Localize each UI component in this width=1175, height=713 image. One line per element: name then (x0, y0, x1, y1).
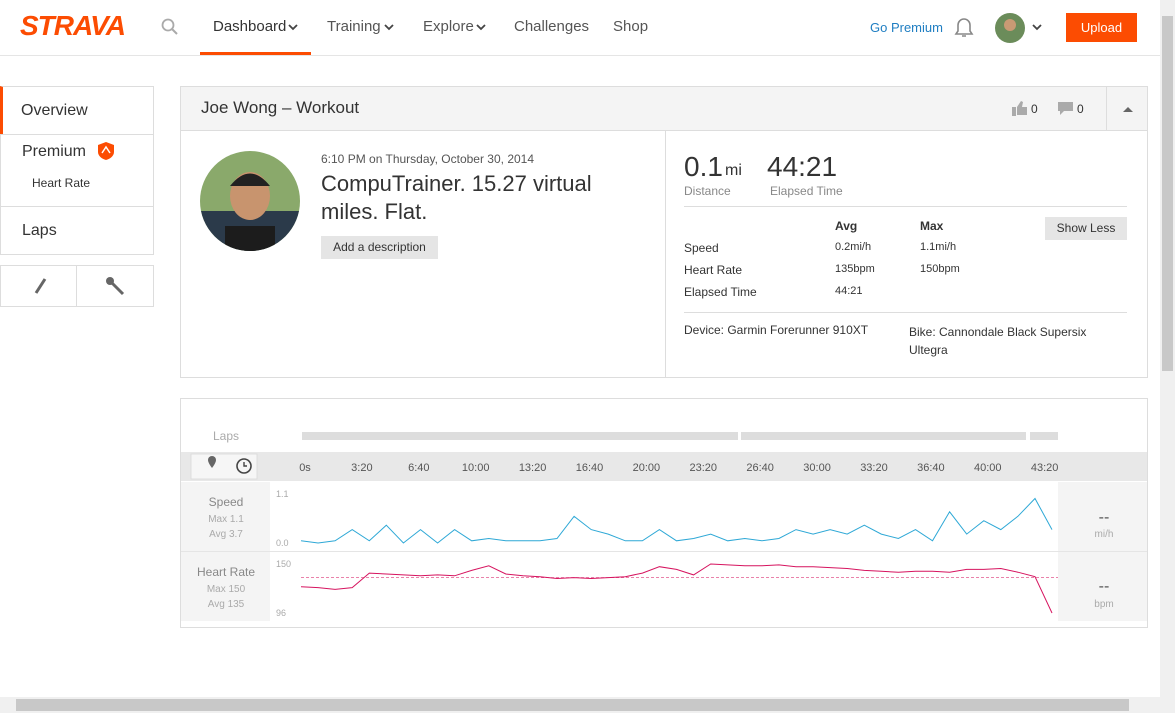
nav-item[interactable]: Challenges (514, 18, 590, 35)
lap-bar[interactable] (1030, 432, 1058, 440)
stats-avg: 0.2mi/h (835, 241, 872, 253)
upload-button[interactable]: Upload (1066, 13, 1137, 42)
stats-header: Max (920, 219, 944, 233)
stats-label: Heart Rate (684, 263, 743, 277)
tab-label: Premium (22, 143, 87, 160)
speed-line (300, 497, 1053, 544)
pencil-icon (34, 278, 47, 294)
lap-bar[interactable] (741, 432, 1026, 440)
nav-chevrons (288, 13, 1042, 43)
vertical-scrollbar[interactable] (1160, 0, 1175, 697)
distance-label: Distance (684, 184, 731, 198)
x-tick-label: 10:00 (462, 462, 490, 474)
sub-tab-label[interactable]: Heart Rate (32, 176, 91, 190)
lap-bar[interactable] (302, 432, 738, 440)
horizontal-scrollbar[interactable] (0, 697, 1175, 713)
wrench-icon (106, 277, 125, 296)
athlete-avatar (200, 151, 300, 251)
x-tick-label: 3:20 (351, 462, 372, 474)
current-value: -- (1099, 509, 1110, 526)
activity-name: CompuTrainer. 15.27 virtual miles. Flat. (321, 171, 592, 224)
stats-label: Elapsed Time (684, 285, 757, 299)
y-tick-label: 0.0 (276, 538, 289, 548)
row-max: Max 1.1 (208, 514, 244, 525)
heart_rate-line (300, 563, 1053, 614)
social-icons (1012, 101, 1073, 116)
row-max: Max 150 (207, 584, 246, 595)
x-tick-label: 20:00 (633, 462, 661, 474)
sidebar-tab[interactable]: Overview (0, 86, 154, 135)
activity-panel (180, 86, 1148, 378)
row-label: Heart Rate (197, 565, 255, 579)
bike: Bike: Cannondale Black Supersix Ultegra (909, 325, 1087, 357)
premium-badge (98, 142, 114, 160)
nav-item[interactable]: Training (327, 18, 381, 35)
activity-header (181, 87, 1147, 131)
x-tick-label: 23:20 (690, 462, 718, 474)
show-less-button[interactable]: Show Less (1045, 217, 1127, 240)
top-bar (0, 0, 1160, 56)
collapse-button[interactable] (1106, 87, 1148, 130)
stats-avg: 44:21 (835, 285, 863, 297)
divider (665, 131, 666, 377)
nav-underline (200, 52, 311, 55)
row-avg: Avg 135 (208, 599, 245, 610)
device: Device: Garmin Forerunner 910XT (684, 323, 869, 337)
y-tick-label: 96 (276, 608, 286, 618)
nav-item[interactable]: Explore (423, 18, 474, 35)
x-tick-label: 26:40 (746, 462, 774, 474)
tools-button[interactable] (76, 265, 154, 307)
distance-unit: mi (725, 162, 742, 179)
logo[interactable]: STRAVA (20, 10, 126, 41)
x-tick-label: 16:40 (576, 462, 604, 474)
add-description-button[interactable]: Add a description (321, 236, 438, 259)
stats-max: 150bpm (920, 263, 960, 275)
x-tick-label: 0s (299, 462, 311, 474)
elapsed-label: Elapsed Time (770, 184, 843, 198)
sidebar-tab[interactable]: Premium Heart Rate (0, 134, 154, 207)
stats-avg: 135bpm (835, 263, 875, 275)
y-tick-label: 150 (276, 559, 291, 569)
stats-header: Avg (835, 219, 858, 233)
distance-value: 0.1 (684, 151, 723, 182)
y-tick-label: 1.1 (276, 489, 289, 499)
sidebar-tab[interactable]: Laps (0, 206, 154, 255)
kudos-count[interactable]: 0 (1031, 102, 1038, 116)
search-icon[interactable] (160, 17, 180, 37)
activity-title: Joe Wong – Workout (201, 98, 360, 117)
time-axis-bar (181, 452, 1147, 481)
x-tick-label: 13:20 (519, 462, 547, 474)
stats-label: Speed (684, 241, 719, 255)
laps-label: Laps (213, 429, 239, 443)
analysis-chart: Laps Speed Max 1.1 Avg 3.7 Heart Rate Ma… (180, 398, 1148, 628)
x-tick-label: 40:00 (974, 462, 1002, 474)
go-premium-link[interactable]: Go Premium (870, 20, 943, 35)
current-unit: mi/h (1095, 529, 1114, 540)
stats-max: 1.1mi/h (920, 241, 957, 253)
divider (684, 312, 1127, 313)
divider (684, 206, 1127, 207)
x-tick-label: 33:20 (860, 462, 888, 474)
activity-date: 6:10 PM on Thursday, October 30, 2014 (321, 152, 535, 166)
x-tick-label: 43:20 (1031, 462, 1059, 474)
current-value: -- (1099, 578, 1110, 595)
current-unit: bpm (1094, 599, 1113, 610)
collapse-arrow (1123, 107, 1133, 112)
row-label: Speed (209, 495, 244, 509)
elapsed-value: 44:21 (767, 151, 838, 182)
tab-label: Laps (22, 222, 57, 239)
comment-count[interactable]: 0 (1077, 102, 1084, 116)
x-tick-label: 6:40 (408, 462, 429, 474)
x-tick-label: 36:40 (917, 462, 945, 474)
x-tick-label: 30:00 (803, 462, 831, 474)
nav-item[interactable]: Shop (613, 18, 649, 35)
axis-toggle[interactable] (190, 453, 258, 480)
row-avg: Avg 3.7 (209, 529, 243, 540)
edit-button[interactable] (0, 265, 77, 307)
tab-label: Overview (21, 102, 88, 119)
nav-item[interactable]: Dashboard (213, 18, 287, 35)
